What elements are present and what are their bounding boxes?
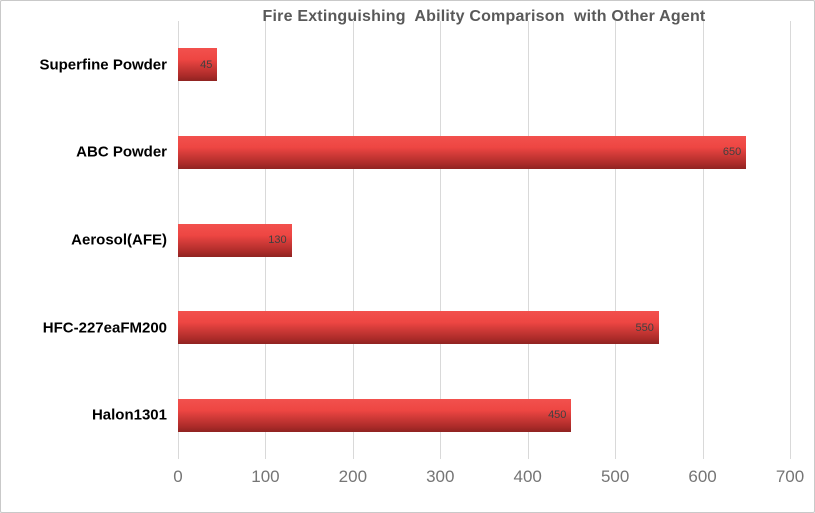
bar-abc-powder: 650: [178, 135, 747, 169]
category-label: Superfine Powder: [39, 56, 167, 74]
plot-area: 45 650 130 550 450: [178, 21, 791, 459]
x-tick-label: 700: [775, 467, 805, 486]
bar-data-label: 650: [722, 146, 742, 159]
x-tick-label: 400: [513, 467, 542, 486]
bar-halon1301: 450: [178, 398, 572, 432]
x-tick-label: 200: [338, 467, 368, 486]
gridline: [790, 21, 791, 459]
category-label: Aerosol(AFE): [71, 231, 167, 249]
chart-title: Fire Extinguishing Ability Comparison wi…: [262, 8, 706, 25]
category-label: ABC Powder: [76, 143, 167, 161]
gridline: [352, 21, 354, 459]
x-tick-label: 600: [688, 467, 717, 486]
bar-data-label: 130: [268, 234, 287, 246]
gridline: [440, 21, 442, 459]
bar-superfine-powder: 45: [178, 48, 218, 82]
bar-data-label: 450: [548, 409, 567, 422]
x-tick-label: 100: [251, 467, 280, 486]
x-tick-label: 500: [600, 467, 630, 486]
gridline: [702, 21, 704, 459]
category-label: Halon1301: [91, 406, 167, 424]
x-tick-label: 300: [426, 467, 455, 486]
gridline: [527, 21, 529, 459]
bar-hfc-227eafm200: 550: [178, 311, 659, 345]
x-tick-label: 0: [173, 467, 183, 486]
gridline: [615, 21, 617, 459]
bar-data-label: 550: [635, 321, 654, 334]
category-label: HFC-227eaFM200: [42, 319, 167, 337]
bar-data-label: 45: [200, 58, 213, 71]
bar-aerosol-afe-: 130: [178, 223, 292, 257]
